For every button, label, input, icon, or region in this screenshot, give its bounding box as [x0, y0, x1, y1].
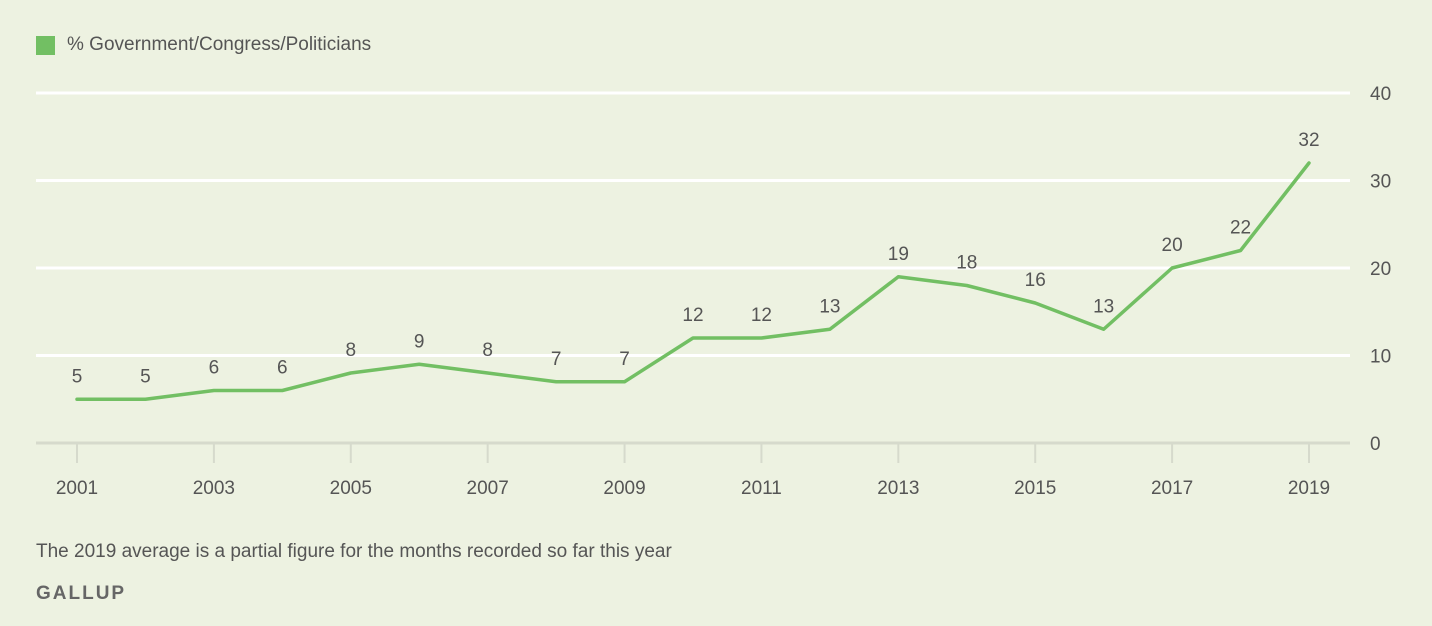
y-tick-label: 0 — [1370, 434, 1381, 455]
data-label: 6 — [209, 358, 220, 379]
x-tick-label: 2005 — [330, 478, 372, 499]
y-tick-label: 20 — [1370, 259, 1391, 280]
data-label: 6 — [277, 358, 288, 379]
data-label: 7 — [619, 349, 630, 370]
footnote: The 2019 average is a partial figure for… — [36, 541, 672, 562]
x-tick-label: 2011 — [741, 478, 782, 499]
legend-label: % Government/Congress/Politicians — [67, 34, 372, 55]
series-line — [75, 161, 1311, 401]
data-label: 12 — [751, 305, 772, 326]
data-label: 8 — [482, 340, 493, 361]
brand-logo-text: GALLUP — [36, 583, 127, 604]
x-tick-label: 2019 — [1288, 478, 1330, 499]
y-tick-label: 10 — [1370, 347, 1391, 368]
x-tick-label: 2017 — [1151, 478, 1193, 499]
x-tick-label: 2003 — [193, 478, 235, 499]
legend-swatch — [36, 35, 55, 55]
data-label: 5 — [140, 366, 151, 387]
chart-legend: % Government/Congress/Politicians — [36, 34, 371, 56]
data-label: 22 — [1230, 218, 1251, 239]
data-label: 32 — [1298, 130, 1319, 151]
data-label: 8 — [345, 340, 356, 361]
data-label: 13 — [1093, 296, 1114, 317]
data-label: 7 — [551, 349, 562, 370]
data-label: 19 — [888, 244, 909, 265]
y-tick-label: 40 — [1370, 84, 1391, 105]
x-tick-label: 2009 — [603, 478, 645, 499]
x-tick-label: 2013 — [877, 478, 919, 499]
x-tick-label: 2001 — [56, 478, 98, 499]
y-tick-label: 30 — [1370, 172, 1391, 193]
data-label: 16 — [1025, 270, 1046, 291]
data-label: 20 — [1162, 235, 1183, 256]
x-tick-label: 2015 — [1014, 478, 1056, 499]
data-label: 12 — [682, 305, 703, 326]
data-label: 18 — [956, 253, 977, 274]
data-label: 9 — [414, 331, 425, 352]
data-label: 5 — [72, 366, 83, 387]
data-label: 13 — [819, 296, 840, 317]
x-tick-label: 2007 — [467, 478, 509, 499]
